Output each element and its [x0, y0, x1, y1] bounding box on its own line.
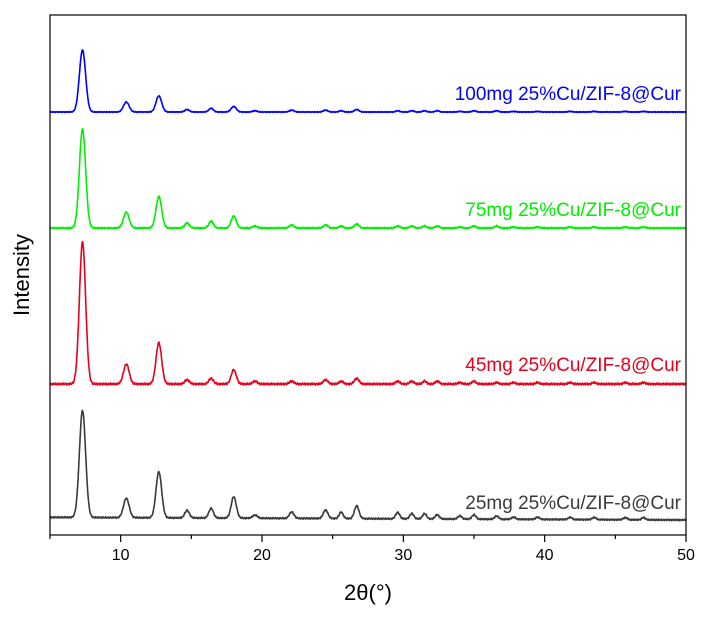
plot-frame	[49, 14, 687, 536]
series-line-2	[49, 240, 687, 386]
y-axis-title: Intensity	[9, 234, 34, 316]
series-line-0	[49, 49, 687, 114]
x-axis-title: 2θ(°)	[344, 580, 392, 605]
series-layer	[49, 49, 687, 522]
x-tick-label: 40	[536, 547, 554, 564]
series-labels: 100mg 25%Cu/ZIF-8@Cur 75mg 25%Cu/ZIF-8@Cu…	[455, 84, 682, 514]
series-label-0: 100mg 25%Cu/ZIF-8@Cur	[455, 84, 682, 105]
series-line-1	[49, 127, 687, 230]
x-tick-label: 10	[112, 547, 130, 564]
series-line-3	[49, 409, 687, 522]
x-tick-label: 50	[677, 547, 695, 564]
series-label-3: 25mg 25%Cu/ZIF-8@Cur	[465, 493, 681, 514]
series-label-1: 75mg 25%Cu/ZIF-8@Cur	[465, 200, 681, 221]
series-label-2: 45mg 25%Cu/ZIF-8@Cur	[465, 355, 681, 376]
x-tick-label: 30	[394, 547, 412, 564]
x-tick-label: 20	[253, 547, 271, 564]
x-axis: 10 20 30 40 50	[49, 535, 695, 564]
